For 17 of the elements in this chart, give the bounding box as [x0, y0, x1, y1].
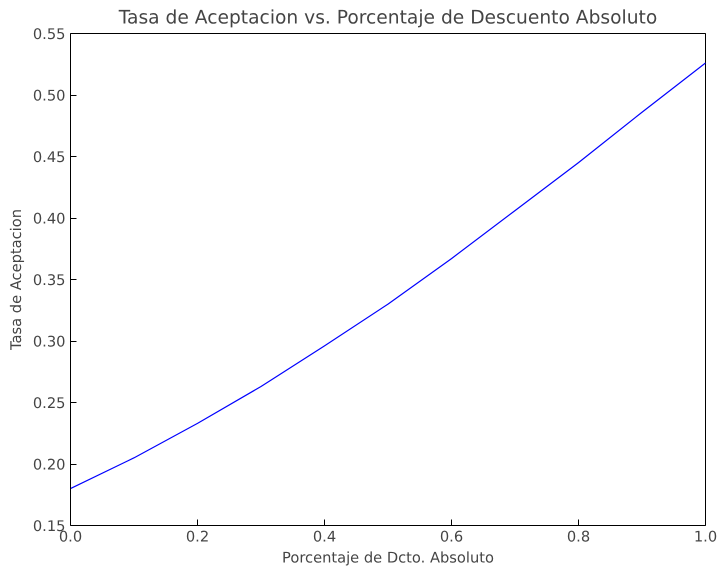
x-tick-label: 0.6	[440, 528, 464, 546]
x-tick-label: 0.2	[186, 528, 210, 546]
y-tick-label: 0.35	[32, 272, 66, 289]
y-axis-title: Tasa de Aceptacion	[8, 208, 25, 352]
y-tick-label: 0.45	[32, 149, 66, 166]
x-axis-title: Porcentaje de Dcto. Absoluto	[282, 550, 494, 566]
chart-title: Tasa de Aceptacion vs. Porcentaje de Descuento Absoluto	[118, 8, 658, 28]
y-tick-label: 0.55	[32, 26, 66, 43]
x-tick-label: 0.4	[312, 528, 336, 546]
y-tick-label: 0.50	[32, 88, 66, 104]
line-series	[70, 62, 706, 490]
y-tick-label: 0.30	[32, 334, 66, 350]
x-tick-label: 1.0	[694, 528, 717, 546]
y-tick-label: 0.25	[32, 395, 66, 412]
x-tick-label: 0.8	[566, 528, 590, 546]
y-tick-label: 0.20	[32, 456, 66, 474]
y-tick-label: 0.40	[32, 210, 66, 228]
